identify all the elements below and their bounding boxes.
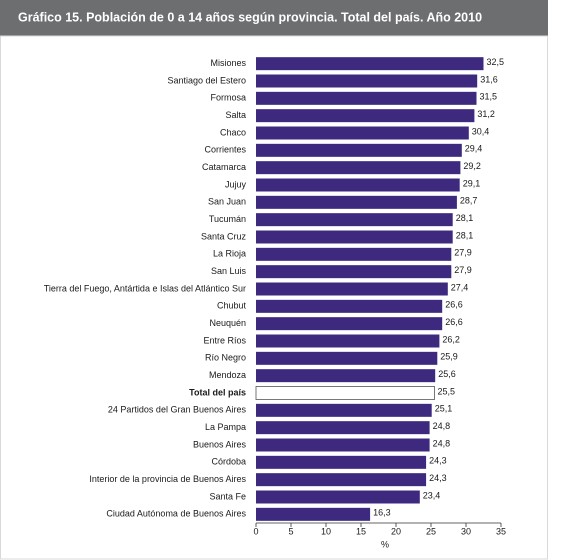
category-label: Santa Cruz	[201, 231, 247, 241]
value-label: 28,1	[456, 230, 474, 240]
bar	[256, 195, 457, 209]
header-band	[0, 0, 548, 36]
category-label: Tierra del Fuego, Antártida e Islas del …	[44, 283, 246, 293]
category-label: Ciudad Autónoma de Buenos Aires	[106, 509, 246, 519]
category-label: Formosa	[210, 93, 246, 103]
category-label: Mendoza	[209, 370, 246, 380]
bar	[256, 438, 430, 452]
bar	[256, 143, 462, 157]
bar	[256, 455, 427, 469]
value-label: 24,8	[433, 438, 451, 448]
x-tick-label: 5	[288, 526, 293, 536]
bar	[256, 282, 448, 296]
value-label: 30,4	[472, 126, 490, 136]
category-label: San Juan	[208, 197, 246, 207]
category-label: San Luis	[211, 266, 247, 276]
bar	[256, 247, 452, 261]
bar	[256, 490, 420, 504]
category-label: Entre Ríos	[203, 335, 246, 345]
bar	[256, 351, 438, 365]
category-label: Santiago del Estero	[167, 75, 246, 85]
bar	[256, 161, 461, 175]
bar	[256, 57, 484, 71]
value-label: 29,1	[463, 178, 481, 188]
value-label: 27,9	[454, 265, 472, 275]
bar	[256, 91, 477, 105]
value-label: 29,2	[463, 161, 481, 171]
value-label: 29,4	[465, 144, 483, 154]
value-label: 27,4	[451, 282, 469, 292]
category-label: Total del país	[189, 387, 246, 397]
value-label: 24,3	[429, 456, 447, 466]
value-label: 16,3	[373, 508, 391, 518]
value-label: 32,5	[487, 57, 505, 67]
category-label: Santa Fe	[209, 491, 246, 501]
value-label: 31,6	[480, 74, 498, 84]
bar	[256, 317, 443, 331]
bar	[256, 299, 443, 313]
x-tick-label: 10	[321, 526, 331, 536]
category-label: Río Negro	[205, 353, 246, 363]
bar	[256, 334, 440, 348]
bar	[255, 386, 435, 400]
x-tick-label: 20	[391, 526, 401, 536]
bar	[256, 126, 469, 140]
x-tick-label: 35	[496, 526, 506, 536]
bar	[256, 74, 478, 88]
category-label: Salta	[225, 110, 246, 120]
bar	[256, 109, 475, 123]
category-label: Jujuy	[225, 179, 247, 189]
bar	[256, 421, 430, 435]
bar	[256, 403, 432, 417]
category-label: Neuquén	[209, 318, 246, 328]
category-label: Corrientes	[204, 145, 246, 155]
category-label: Buenos Aires	[193, 439, 247, 449]
frame	[0, 35, 548, 560]
value-label: 28,1	[456, 213, 474, 223]
x-tick-label: 30	[461, 526, 471, 536]
x-axis-label: %	[381, 539, 389, 549]
category-label: La Rioja	[213, 249, 246, 259]
value-label: 24,8	[433, 421, 451, 431]
value-label: 27,9	[454, 248, 472, 258]
value-label: 31,2	[477, 109, 495, 119]
category-label: Córdoba	[211, 457, 246, 467]
value-label: 23,4	[423, 490, 441, 500]
chart-title: Gráfico 15. Población de 0 a 14 años seg…	[18, 10, 482, 24]
category-label: 24 Partidos del Gran Buenos Aires	[108, 405, 247, 415]
category-label: Tucumán	[209, 214, 246, 224]
value-label: 26,2	[442, 334, 460, 344]
category-label: Chubut	[217, 301, 247, 311]
bar	[256, 178, 460, 192]
category-label: Catamarca	[202, 162, 246, 172]
value-label: 25,1	[435, 404, 453, 414]
category-label: Interior de la provincia de Buenos Aires	[89, 474, 246, 484]
category-label: Chaco	[220, 127, 246, 137]
category-label: Misiones	[210, 58, 246, 68]
value-label: 24,3	[429, 473, 447, 483]
value-label: 25,5	[438, 386, 456, 396]
value-label: 28,7	[460, 196, 478, 206]
value-label: 26,6	[445, 300, 463, 310]
bar	[256, 230, 453, 244]
value-label: 31,5	[480, 92, 498, 102]
value-label: 26,6	[445, 317, 463, 327]
value-label: 25,6	[438, 369, 456, 379]
x-tick-label: 0	[253, 526, 258, 536]
bar	[256, 369, 436, 383]
category-label: La Pampa	[205, 422, 246, 432]
x-tick-label: 15	[356, 526, 366, 536]
x-tick-label: 25	[426, 526, 436, 536]
bar	[256, 473, 427, 487]
bar	[256, 507, 371, 521]
value-label: 25,9	[440, 352, 458, 362]
bar	[256, 265, 452, 279]
bar	[256, 213, 453, 227]
